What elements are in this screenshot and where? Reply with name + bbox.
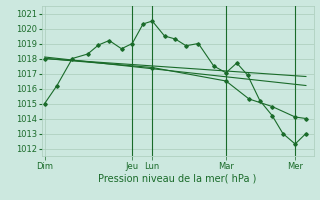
X-axis label: Pression niveau de la mer( hPa ): Pression niveau de la mer( hPa )	[99, 173, 257, 183]
